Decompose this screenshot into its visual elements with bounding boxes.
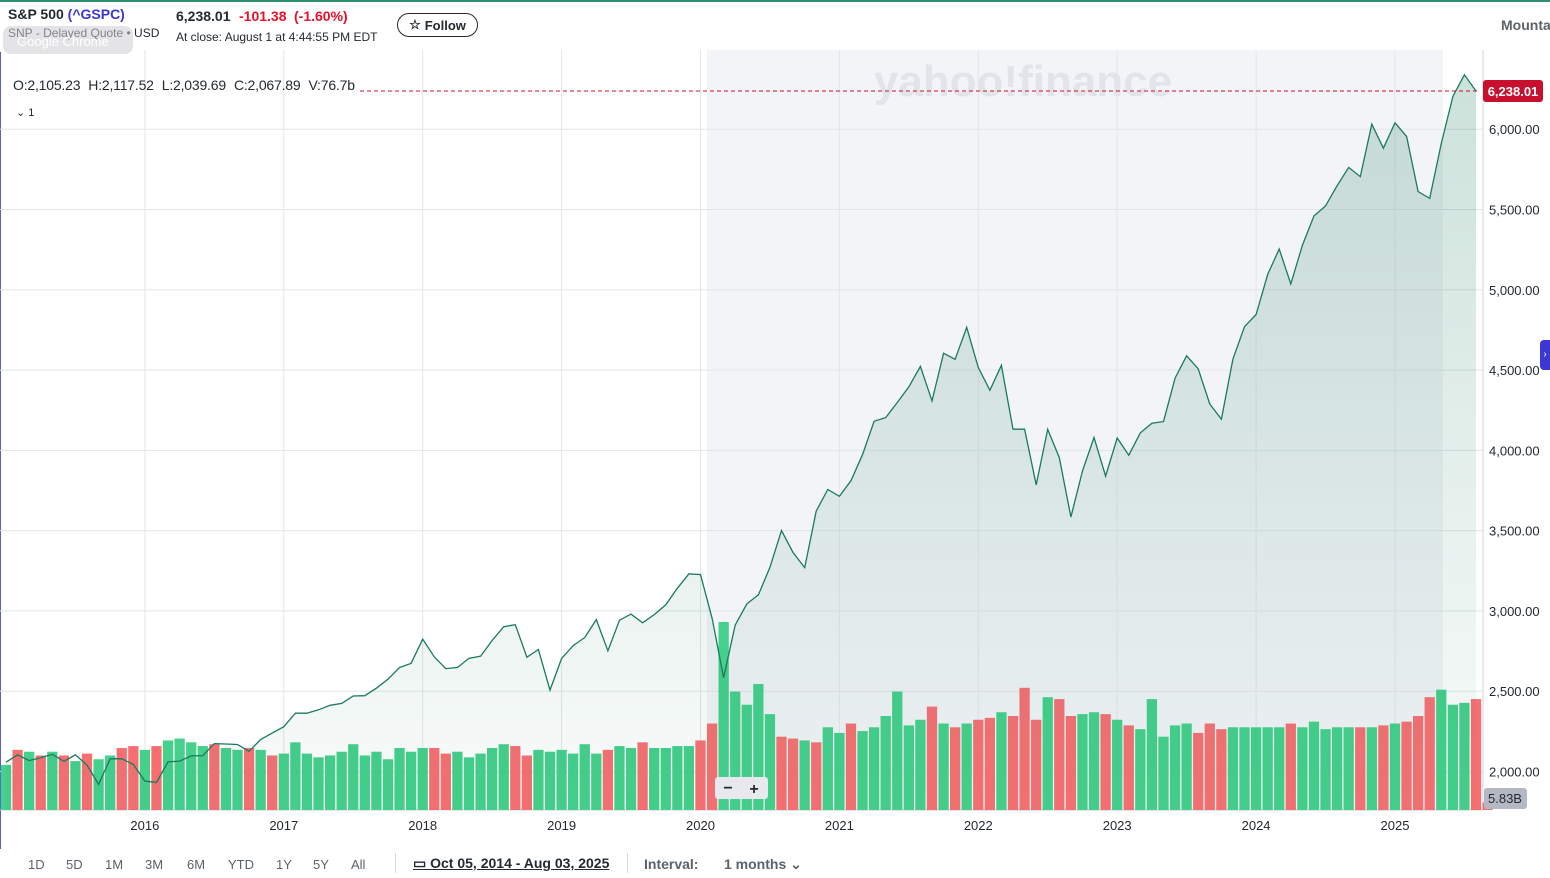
y-tick-label: 4,000.00 <box>1489 443 1540 458</box>
volume-label: 5.83B <box>1488 791 1522 806</box>
interval-label: Interval: <box>644 856 699 872</box>
high-value: H:2,117.52 <box>88 77 154 93</box>
volume-tag: 5.83B <box>1484 788 1527 809</box>
y-tick-label: 2,500.00 <box>1489 684 1540 699</box>
x-tick-label: 2016 <box>130 818 159 833</box>
ticker-symbol: (^GSPC) <box>67 6 125 22</box>
volume-bar <box>151 746 162 810</box>
range-button[interactable]: 3M <box>145 857 164 872</box>
current-price: 6,238.01 <box>176 8 231 24</box>
side-panel-toggle[interactable]: › <box>1540 340 1550 370</box>
zoom-control[interactable]: − + <box>715 777 768 799</box>
y-tick-label: 5,500.00 <box>1489 203 1540 218</box>
x-tick-label: 2017 <box>269 818 298 833</box>
y-tick-label: 5,000.00 <box>1489 283 1540 298</box>
y-tick-label: 3,000.00 <box>1489 604 1540 619</box>
x-tick-label: 2021 <box>825 818 854 833</box>
timezone-label: Mounta <box>1501 17 1550 33</box>
y-tick-label: 3,500.00 <box>1489 524 1540 539</box>
y-tick-label: 4,500.00 <box>1489 363 1540 378</box>
last-price-tag: 6,238.01 <box>1483 80 1543 103</box>
price-line <box>5 73 1477 786</box>
price-change: -101.38 <box>239 8 287 24</box>
chevron-down-icon: ⌄ <box>16 107 26 119</box>
range-button[interactable]: 5Y <box>313 857 329 872</box>
y-axis: 2,000.00 2,500.00 3,000.00 3,500.00 4,000.00… <box>1489 122 1540 779</box>
last-price-label: 6,238.01 <box>1488 84 1539 99</box>
range-button[interactable]: 5D <box>66 857 83 872</box>
range-button[interactable]: 6M <box>187 857 206 872</box>
volume-value: V:76.7b <box>308 77 355 93</box>
range-button[interactable]: 1Y <box>276 857 292 872</box>
watermark-logo: yahoo!finance <box>874 57 1172 106</box>
price-area <box>6 74 1476 811</box>
zoom-in-button[interactable]: + <box>749 781 758 798</box>
follow-label: Follow <box>424 17 466 33</box>
zoom-out-button[interactable]: − <box>723 780 732 797</box>
ohlc-readout: O:2,105.23 H:2,117.52 L:2,039.69 C:2,067.89… <box>13 77 363 93</box>
x-tick-label: 2024 <box>1242 818 1271 833</box>
low-value: L:2,039.69 <box>161 77 226 93</box>
close-time: At close: August 1 at 4:44:55 PM EDT <box>176 30 378 44</box>
date-range-label: Oct 05, 2014 - Aug 03, 2025 <box>430 855 610 871</box>
chevron-down-icon: ⌄ <box>790 856 802 872</box>
symbol-title: S&P 500 (^GSPC) <box>8 6 125 22</box>
interval-value: 1 months <box>724 856 787 872</box>
x-tick-label: 2020 <box>686 818 715 833</box>
divider <box>395 853 396 873</box>
indicator-toggle[interactable]: ⌄ 1 <box>16 106 34 119</box>
range-button[interactable]: 1D <box>28 857 45 872</box>
range-button[interactable]: YTD <box>228 857 254 872</box>
tooltip-label: Google Chrome <box>17 34 109 49</box>
interval-select[interactable]: 1 months ⌄ <box>724 856 802 873</box>
range-button[interactable]: 1M <box>105 857 124 872</box>
price-chart[interactable]: yahoo!finance 2,000.00 2,500.00 3,000.00 3,… <box>0 50 1550 849</box>
range-button[interactable]: All <box>351 857 366 872</box>
star-icon: ☆ <box>409 17 421 32</box>
x-tick-label: 2019 <box>547 818 576 833</box>
x-tick-label: 2018 <box>408 818 437 833</box>
index-name: S&P 500 <box>8 6 64 22</box>
x-tick-label: 2025 <box>1381 818 1410 833</box>
x-tick-label: 2022 <box>964 818 993 833</box>
indicator-count: 1 <box>28 107 35 119</box>
divider <box>627 853 628 873</box>
y-tick-label: 2,000.00 <box>1489 765 1540 780</box>
price-change-percent: (-1.60%) <box>294 8 348 24</box>
follow-button[interactable]: ☆ Follow <box>397 13 478 37</box>
top-border <box>0 0 1550 2</box>
open-value: O:2,105.23 <box>13 77 81 93</box>
date-range-picker[interactable]: ▭ Oct 05, 2014 - Aug 03, 2025 <box>413 855 609 872</box>
window-tooltip: Google Chrome <box>3 26 133 54</box>
volume-bar <box>139 749 151 810</box>
chevron-right-icon: › <box>1543 349 1547 360</box>
close-value: C:2,067.89 <box>233 77 301 93</box>
range-toolbar: 1D 5D 1M 3M 6M YTD 1Y 5Y All ▭ Oct 05, 2014 - Au… <box>0 849 1550 878</box>
calendar-icon: ▭ <box>413 855 431 871</box>
x-tick-label: 2023 <box>1103 818 1132 833</box>
x-axis: 2016 2017 2018 2019 2020 2021 2022 2023 2024 2025 <box>130 818 1409 833</box>
y-tick-label: 6,000.00 <box>1489 122 1540 137</box>
